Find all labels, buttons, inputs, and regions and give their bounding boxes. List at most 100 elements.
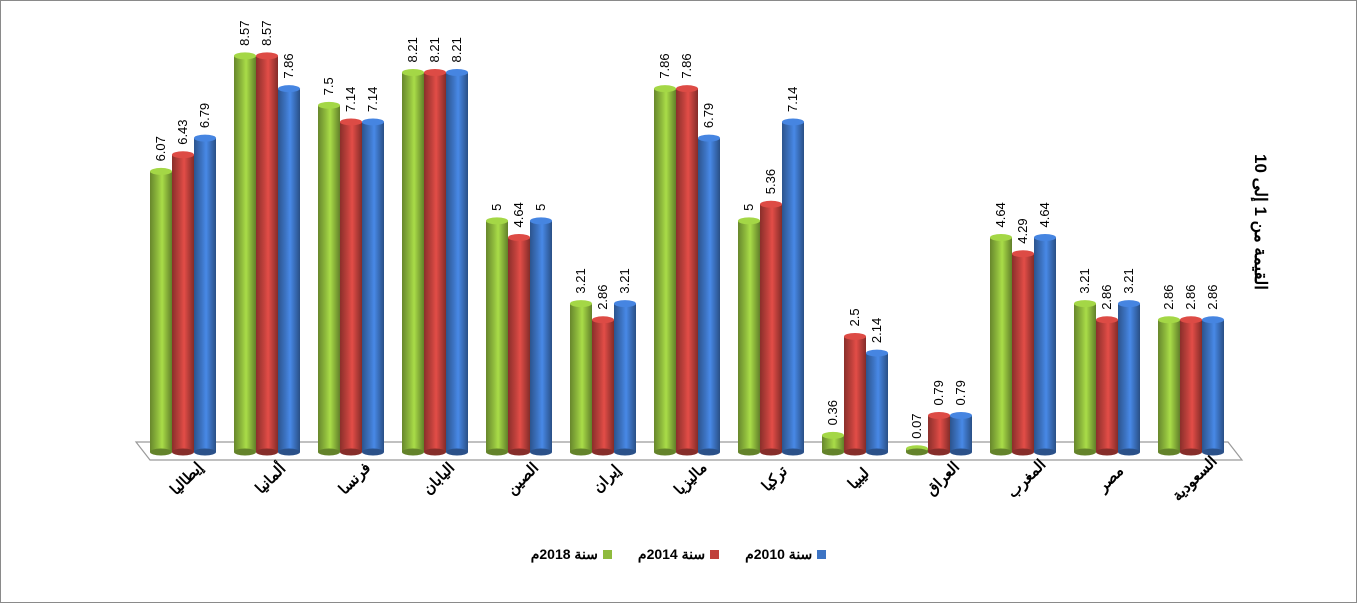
category-label: العراق (923, 459, 963, 499)
data-label: 7.86 (679, 53, 694, 78)
bar-top (424, 69, 446, 77)
bar-top (234, 52, 256, 60)
data-label: 5 (741, 204, 756, 211)
bar-top (760, 200, 782, 208)
bar-bottom (194, 448, 216, 456)
category-label: ليبيا (845, 465, 873, 493)
bar-top (194, 134, 216, 142)
bar-bottom (676, 448, 698, 456)
bar (402, 72, 424, 452)
bar (654, 88, 676, 453)
bar-bottom (822, 448, 844, 456)
bar (738, 220, 760, 452)
category-label: المغرب (1004, 456, 1049, 501)
data-label: 6.79 (701, 103, 716, 128)
category-label: ألمانيا (250, 458, 289, 497)
data-label: 7.5 (321, 77, 336, 95)
bar-bottom (340, 448, 362, 456)
category-label: ماليزيا (671, 459, 710, 498)
bar-bottom (1118, 448, 1140, 456)
legend-swatch-2018 (602, 550, 612, 559)
data-label: 2.86 (1161, 284, 1176, 309)
data-label: 8.21 (427, 37, 442, 62)
bar-top (676, 85, 698, 93)
bar (1202, 319, 1224, 452)
category-label: تركيا (759, 463, 791, 495)
bar (592, 319, 614, 452)
bar-top (446, 69, 468, 77)
bar (698, 138, 720, 452)
bar (1118, 303, 1140, 452)
data-label: 6.43 (175, 119, 190, 144)
bar (676, 88, 698, 453)
bar-top (486, 217, 508, 225)
bar-top (1074, 300, 1096, 308)
bar (486, 220, 508, 452)
bar-top (1096, 316, 1118, 324)
data-label: 2.86 (1205, 284, 1220, 309)
bar-top (172, 151, 194, 159)
bar (614, 303, 636, 452)
bar-bottom (738, 448, 760, 456)
data-label: 8.57 (237, 21, 252, 46)
bar (362, 121, 384, 453)
bar-bottom (1096, 448, 1118, 456)
data-label: 0.36 (825, 400, 840, 425)
data-label: 2.86 (1099, 284, 1114, 309)
bar-top (362, 118, 384, 126)
data-label: 2.86 (595, 284, 610, 309)
bar-bottom (486, 448, 508, 456)
data-label: 2.86 (1183, 284, 1198, 309)
bar-bottom (844, 448, 866, 456)
bar (990, 237, 1012, 452)
bar-top (950, 411, 972, 419)
bar (256, 55, 278, 452)
legend-item-2010: سنة 2010م (745, 546, 827, 563)
bar (822, 435, 844, 452)
bar-bottom (318, 448, 340, 456)
bar-top (822, 431, 844, 439)
data-label: 5 (533, 204, 548, 211)
bar-bottom (446, 448, 468, 456)
bar (194, 138, 216, 452)
data-label: 3.21 (573, 268, 588, 293)
bar-bottom (1158, 448, 1180, 456)
data-label: 3.21 (1077, 268, 1092, 293)
bar-bottom (950, 448, 972, 456)
bar (950, 415, 972, 452)
data-label: 2.5 (847, 308, 862, 326)
category-label: إيطاليا (167, 459, 207, 499)
bar-bottom (362, 448, 384, 456)
bar (340, 121, 362, 453)
bar-bottom (866, 448, 888, 456)
category-label: مصر (1094, 462, 1127, 495)
bar-bottom (1202, 448, 1224, 456)
bar (1096, 319, 1118, 452)
bar-bottom (928, 448, 950, 456)
bar-bottom (508, 448, 530, 456)
bar-top (402, 69, 424, 77)
bar-top (318, 101, 340, 109)
data-label: 0.79 (953, 380, 968, 405)
bar-top (150, 167, 172, 175)
bar-bottom (760, 448, 782, 456)
bar (782, 121, 804, 453)
bar-bottom (172, 448, 194, 456)
bar-bottom (570, 448, 592, 456)
bar (150, 171, 172, 452)
bar-top (782, 118, 804, 126)
bar-top (1012, 250, 1034, 258)
bar-bottom (424, 448, 446, 456)
bar-bottom (402, 448, 424, 456)
data-label: 7.86 (657, 53, 672, 78)
bar (530, 220, 552, 452)
bar-top (698, 134, 720, 142)
category-label: فرنسا (336, 460, 375, 499)
legend-item-2014: سنة 2014م (637, 546, 720, 563)
data-label: 8.21 (449, 37, 464, 62)
data-label: 4.29 (1015, 218, 1030, 243)
bar (1012, 253, 1034, 452)
legend-label-2014: سنة 2014م (637, 546, 706, 562)
bar-top (530, 217, 552, 225)
